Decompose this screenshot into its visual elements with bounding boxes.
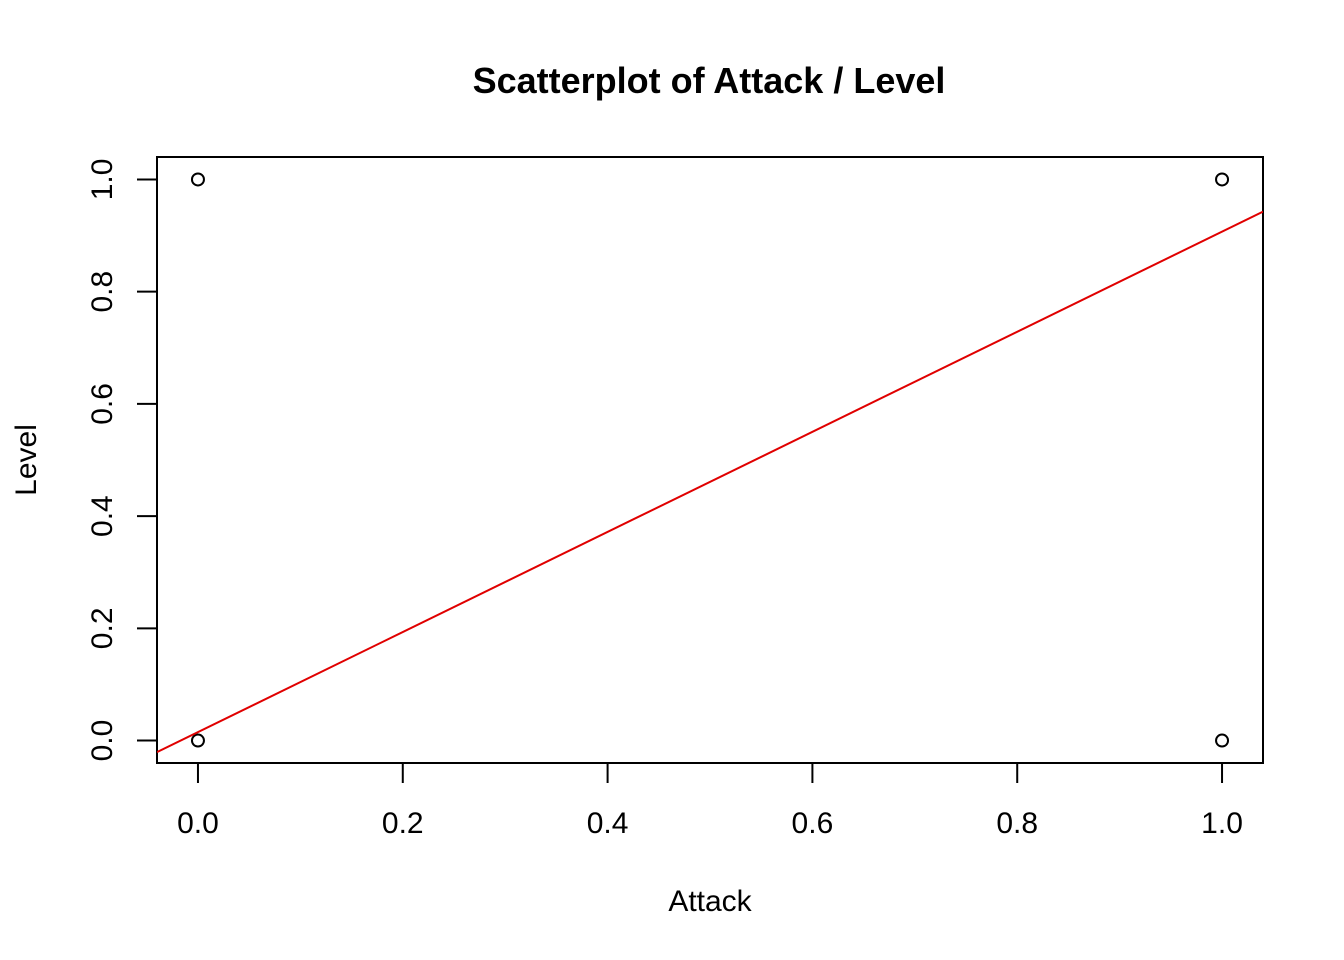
regression-line xyxy=(157,210,1263,754)
data-point xyxy=(1215,172,1230,187)
data-point xyxy=(190,733,205,748)
x-axis-label: Attack xyxy=(668,885,752,918)
x-tick-label: 0.2 xyxy=(382,807,424,840)
x-axis: 0.0 0.2 0.4 0.6 0.8 1.0 xyxy=(177,763,1243,840)
y-tick-label: 0.6 xyxy=(86,383,119,425)
y-tick-label: 0.8 xyxy=(86,271,119,313)
plot-frame xyxy=(156,156,1264,764)
data-points xyxy=(190,172,1230,748)
data-point xyxy=(1215,733,1230,748)
y-tick-label: 0.0 xyxy=(86,720,119,762)
y-tick-label: 0.4 xyxy=(86,495,119,537)
y-axis-label: Level xyxy=(10,424,43,496)
x-tick-label: 1.0 xyxy=(1201,807,1243,840)
y-tick-label: 1.0 xyxy=(86,159,119,201)
chart-title: Scatterplot of Attack / Level xyxy=(473,60,946,101)
y-tick-label: 0.2 xyxy=(86,607,119,649)
data-point xyxy=(190,172,205,187)
x-tick-label: 0.6 xyxy=(792,807,834,840)
x-tick-label: 0.0 xyxy=(177,807,219,840)
x-tick-label: 0.4 xyxy=(587,807,629,840)
x-tick-label: 0.8 xyxy=(996,807,1038,840)
y-axis: 0.0 0.2 0.4 0.6 0.8 1.0 xyxy=(86,159,157,762)
